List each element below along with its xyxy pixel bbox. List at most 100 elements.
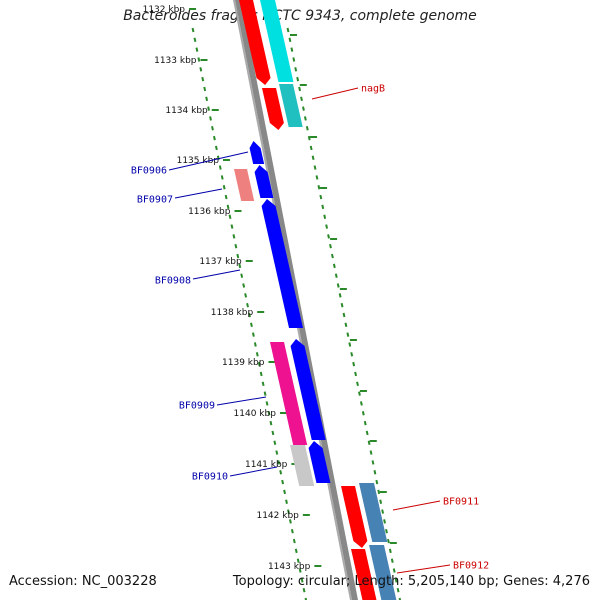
tick-label: 1134 kbp: [165, 106, 208, 116]
gene-label-bf0912[interactable]: BF0912: [453, 561, 489, 572]
left-tick-dot: [197, 57, 201, 62]
feature-steel-bf0911: [359, 483, 388, 542]
feature-blue-bf0906: [249, 141, 265, 164]
map-title: Bacteroides fragilis NCTC 9343, complete…: [123, 8, 477, 24]
right-tick-dot: [375, 479, 379, 485]
feature-red-nagB: [262, 88, 284, 130]
right-tick-dot: [309, 145, 313, 151]
left-tick-dot: [230, 224, 234, 229]
tick-label: 1143 kbp: [268, 562, 311, 572]
right-tick-dot: [373, 470, 377, 475]
gene-leader-line: [396, 564, 451, 574]
right-tick-dot: [290, 47, 294, 52]
feature-pink-bf0907: [234, 169, 255, 201]
right-tick-dot: [288, 37, 292, 43]
gene-leader-line: [168, 151, 249, 171]
tick-dots: [189, 8, 402, 600]
right-tick-dot: [365, 430, 369, 436]
tick-label: 1135 kbp: [177, 156, 220, 166]
tick-label: 1133 kbp: [154, 56, 197, 66]
right-tick-dot: [356, 381, 359, 387]
right-tick-dot: [377, 489, 381, 495]
right-tick-dot: [363, 420, 367, 426]
left-tick-dot: [251, 332, 255, 337]
left-tick-dot: [246, 302, 249, 308]
right-tick-dot: [369, 450, 373, 455]
tick-label: 1142 kbp: [256, 511, 299, 521]
gene-label-nagb[interactable]: nagB: [361, 84, 385, 95]
tick-label: 1136 kbp: [188, 207, 231, 217]
left-tick-dot: [275, 450, 279, 455]
left-tick-dot: [302, 587, 306, 593]
left-tick-dot: [199, 67, 203, 72]
right-tick-dot: [352, 361, 356, 367]
right-tick-dot: [317, 185, 321, 190]
right-tick-dot: [398, 597, 402, 600]
right-tick-dot: [358, 391, 361, 396]
right-tick-dot: [348, 342, 352, 347]
left-tick-dot: [191, 27, 195, 33]
left-tick-dot: [255, 352, 259, 357]
right-tick-dot: [329, 243, 332, 249]
left-tick-dot: [207, 106, 211, 111]
left-tick-dot: [242, 283, 246, 288]
feature-cyan: [260, 0, 294, 82]
left-tick-dot: [261, 381, 265, 387]
feature-red-bf0912: [351, 549, 377, 600]
gene-label-bf0908[interactable]: BF0908: [155, 276, 191, 287]
left-tick-dot: [228, 214, 232, 219]
feature-red-bf0911: [341, 486, 368, 548]
left-tick-dot: [205, 96, 209, 102]
genome-summary: Topology: circular; Length: 5,205,140 bp…: [232, 574, 590, 589]
right-tick-dot: [332, 263, 336, 269]
left-tick-dot: [226, 204, 230, 210]
left-tick-dot: [296, 558, 300, 563]
left-tick-dot: [271, 430, 275, 436]
right-tick-dot: [396, 587, 400, 593]
gene-label-bf0906[interactable]: BF0906: [131, 166, 167, 177]
feature-track: [234, 0, 397, 600]
right-tick-dot: [359, 401, 363, 406]
right-tick-dot: [323, 214, 327, 219]
left-tick-dot: [298, 568, 302, 573]
right-tick-dot: [361, 411, 365, 416]
right-tick-dot: [302, 106, 305, 111]
right-tick-dot: [350, 352, 354, 357]
left-tick-dot: [287, 509, 290, 514]
right-tick-dot: [390, 558, 394, 563]
gene-label-bf0907[interactable]: BF0907: [137, 195, 173, 206]
left-tick-dot: [288, 519, 292, 524]
left-tick-dot: [259, 371, 263, 377]
right-tick-dot: [371, 460, 375, 465]
right-tick-dot: [346, 332, 350, 337]
feature-blue-bf0907: [254, 165, 274, 198]
right-tick-dot: [379, 499, 383, 504]
gene-leader-line: [311, 87, 359, 100]
gene-label-bf0910[interactable]: BF0910: [192, 472, 228, 483]
gene-label-bf0909[interactable]: BF0909: [179, 401, 215, 412]
gene-leader-line: [229, 466, 278, 477]
gene-leader-line: [216, 396, 267, 406]
right-tick-dot: [342, 312, 346, 318]
right-tick-dot: [296, 76, 300, 82]
right-tick-dot: [294, 67, 298, 72]
tick-label: 1138 kbp: [211, 308, 254, 318]
left-tick-dot: [244, 293, 248, 298]
gene-label-bf0911[interactable]: BF0911: [443, 497, 479, 508]
feature-gray-bf0910: [290, 445, 315, 486]
right-tick-dot: [319, 194, 323, 200]
left-tick-dot: [234, 243, 238, 249]
right-tick-dot: [313, 165, 317, 170]
left-tick-dot: [220, 175, 224, 180]
feature-cyan-nagB: [279, 84, 303, 127]
right-tick-dot: [330, 253, 334, 259]
feature-steel-bf0912: [369, 545, 397, 600]
right-tick-dot: [394, 578, 398, 583]
left-tick-dot: [222, 185, 226, 190]
left-tick-dot: [277, 460, 281, 465]
left-tick-dot: [211, 126, 214, 131]
right-tick-dot: [367, 440, 371, 445]
gene-leader-line: [174, 188, 223, 199]
left-tick-dot: [209, 116, 212, 121]
right-tick-dot: [307, 135, 311, 141]
